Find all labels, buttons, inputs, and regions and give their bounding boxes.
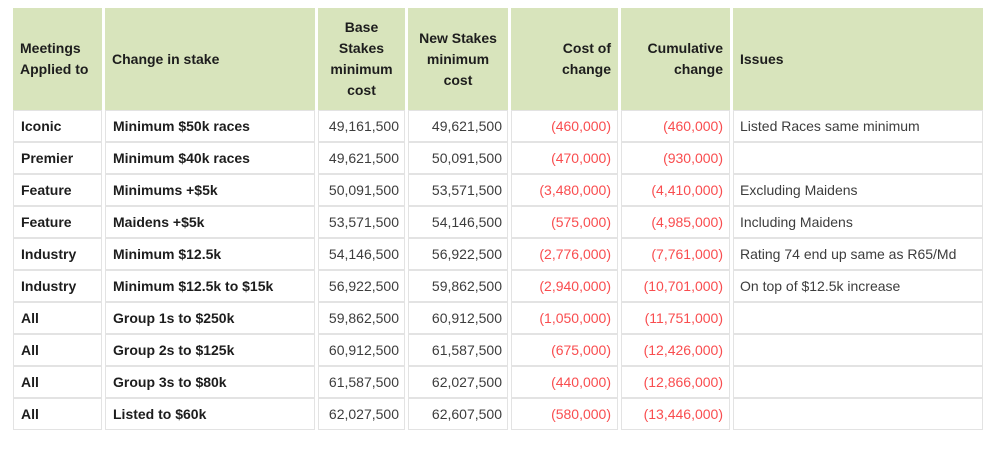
column-header-issues: Issues	[733, 8, 983, 110]
cell-change: Maidens +$5k	[105, 206, 315, 238]
spreadsheet-area: Meetings Applied to Change in stake Base…	[10, 8, 986, 430]
cell-cost: (3,480,000)	[511, 174, 618, 206]
cell-issues: Excluding Maidens	[733, 174, 983, 206]
cell-change: Minimum $50k races	[105, 110, 315, 142]
cell-change: Group 3s to $80k	[105, 366, 315, 398]
table-header: Meetings Applied to Change in stake Base…	[13, 8, 983, 110]
column-header-change-in-stake: Change in stake	[105, 8, 315, 110]
cell-new: 56,922,500	[408, 238, 508, 270]
table-row: All Group 3s to $80k 61,587,500 62,027,500(…	[13, 366, 983, 398]
cell-meeting: Iconic	[13, 110, 102, 142]
table-body: Iconic Minimum $50k races 49,161,500 49,621…	[13, 110, 983, 430]
table-row: All Group 1s to $250k 59,862,500 60,912,500…	[13, 302, 983, 334]
cell-base: 49,161,500	[318, 110, 405, 142]
cell-change: Minimum $12.5k	[105, 238, 315, 270]
table-row: Industry Minimum $12.5k to $15k 56,922,500…	[13, 270, 983, 302]
cell-cost: (675,000)	[511, 334, 618, 366]
cell-cumulative: (12,866,000)	[621, 366, 730, 398]
cell-meeting: All	[13, 398, 102, 430]
cell-new: 61,587,500	[408, 334, 508, 366]
stakes-change-table: Meetings Applied to Change in stake Base…	[10, 8, 986, 430]
cell-change: Minimum $12.5k to $15k	[105, 270, 315, 302]
cell-meeting: Industry	[13, 238, 102, 270]
cell-base: 59,862,500	[318, 302, 405, 334]
cell-base: 56,922,500	[318, 270, 405, 302]
cell-new: 54,146,500	[408, 206, 508, 238]
cell-cumulative: (4,985,000)	[621, 206, 730, 238]
table-row: All Listed to $60k 62,027,500 62,607,500 (58…	[13, 398, 983, 430]
cell-change: Listed to $60k	[105, 398, 315, 430]
cell-cost: (460,000)	[511, 110, 618, 142]
cell-change: Minimum $40k races	[105, 142, 315, 174]
cell-meeting: All	[13, 302, 102, 334]
cell-cumulative: (4,410,000)	[621, 174, 730, 206]
cell-issues	[733, 366, 983, 398]
cell-meeting: All	[13, 334, 102, 366]
cell-new: 62,607,500	[408, 398, 508, 430]
cell-cost: (580,000)	[511, 398, 618, 430]
cell-cumulative: (10,701,000)	[621, 270, 730, 302]
cell-issues	[733, 398, 983, 430]
cell-base: 60,912,500	[318, 334, 405, 366]
table-row: Industry Minimum $12.5k 54,146,500 56,922,5…	[13, 238, 983, 270]
column-header-base-stakes-minimum-cost: Base Stakes minimum cost	[318, 8, 405, 110]
cell-change: Minimums +$5k	[105, 174, 315, 206]
cell-base: 62,027,500	[318, 398, 405, 430]
cell-issues: On top of $12.5k increase	[733, 270, 983, 302]
cell-cost: (2,940,000)	[511, 270, 618, 302]
cell-meeting: Industry	[13, 270, 102, 302]
cell-cumulative: (12,426,000)	[621, 334, 730, 366]
cell-meeting: Feature	[13, 174, 102, 206]
table-row: Feature Minimums +$5k 50,091,500 53,571,500…	[13, 174, 983, 206]
cell-meeting: Premier	[13, 142, 102, 174]
cell-base: 61,587,500	[318, 366, 405, 398]
cell-issues: Including Maidens	[733, 206, 983, 238]
cell-cumulative: (460,000)	[621, 110, 730, 142]
table-row: Premier Minimum $40k races 49,621,500 50,09…	[13, 142, 983, 174]
cell-issues: Listed Races same minimum	[733, 110, 983, 142]
cell-base: 50,091,500	[318, 174, 405, 206]
cell-cumulative: (7,761,000)	[621, 238, 730, 270]
cell-change: Group 1s to $250k	[105, 302, 315, 334]
cell-cost: (1,050,000)	[511, 302, 618, 334]
cell-change: Group 2s to $125k	[105, 334, 315, 366]
table-row: Feature Maidens +$5k 53,571,500 54,146,500(…	[13, 206, 983, 238]
cell-new: 59,862,500	[408, 270, 508, 302]
cell-cost: (440,000)	[511, 366, 618, 398]
cell-new: 62,027,500	[408, 366, 508, 398]
cell-issues	[733, 334, 983, 366]
cell-cumulative: (11,751,000)	[621, 302, 730, 334]
cell-new: 49,621,500	[408, 110, 508, 142]
cell-meeting: All	[13, 366, 102, 398]
cell-cumulative: (930,000)	[621, 142, 730, 174]
cell-new: 53,571,500	[408, 174, 508, 206]
column-header-cost-of-change: Cost of change	[511, 8, 618, 110]
cell-issues	[733, 142, 983, 174]
cell-meeting: Feature	[13, 206, 102, 238]
cell-new: 60,912,500	[408, 302, 508, 334]
table-row: All Group 2s to $125k 60,912,500 61,587,500…	[13, 334, 983, 366]
cell-base: 53,571,500	[318, 206, 405, 238]
cell-issues	[733, 302, 983, 334]
cell-cumulative: (13,446,000)	[621, 398, 730, 430]
table-row: Iconic Minimum $50k races 49,161,500 49,621…	[13, 110, 983, 142]
cell-cost: (575,000)	[511, 206, 618, 238]
cell-base: 54,146,500	[318, 238, 405, 270]
cell-issues: Rating 74 end up same as R65/Md	[733, 238, 983, 270]
column-header-meetings-applied-to: Meetings Applied to	[13, 8, 102, 110]
cell-new: 50,091,500	[408, 142, 508, 174]
column-header-new-stakes-minimum-cost: New Stakes minimum cost	[408, 8, 508, 110]
header-row: Meetings Applied to Change in stake Base…	[13, 8, 983, 110]
cell-cost: (470,000)	[511, 142, 618, 174]
column-header-cumulative-change: Cumulative change	[621, 8, 730, 110]
cell-base: 49,621,500	[318, 142, 405, 174]
cell-cost: (2,776,000)	[511, 238, 618, 270]
